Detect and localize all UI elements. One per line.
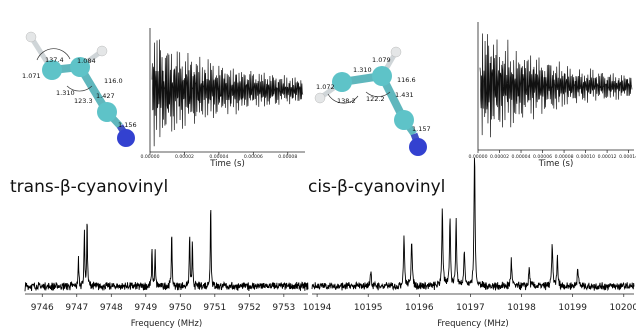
cis-mol-label: 1.431 (395, 91, 414, 99)
spectrum-trace (311, 157, 635, 292)
x-tick-label: 9752 (238, 303, 261, 313)
x-axis-label: Time (s) (209, 159, 245, 169)
trans-name-label: trans-β-cyanovinyl (10, 177, 168, 197)
trans-c-atom-1 (42, 60, 62, 80)
x-tick-label: 10200 (609, 303, 636, 313)
trans-mol-label: 1.427 (96, 92, 115, 100)
trans-fid-chart: 0.00000 0.00002 0.00004 0.00006 0.00008 Time … (141, 28, 305, 169)
x-tick-label: 0.00012 (598, 154, 617, 160)
x-tick-label: 9750 (169, 303, 192, 313)
x-tick-label: 10196 (405, 303, 434, 313)
cis-c-atom-2 (372, 66, 392, 86)
x-tick-label: 0.00002 (490, 154, 509, 160)
x-tick-label: 9747 (65, 303, 88, 313)
trans-mol-label: 1.084 (77, 57, 96, 65)
x-tick-label: 9751 (203, 303, 226, 313)
x-axis-label: Frequency (MHz) (131, 319, 202, 329)
trans-h-atom-1 (25, 31, 37, 43)
trans-spectrum-chart: 9746 9747 9748 9749 9750 9751 9752 9753 Frequenc… (24, 209, 309, 329)
spectrum-trace (24, 209, 309, 292)
cis-c-atom-3 (394, 110, 414, 130)
trans-h-atom-2 (96, 45, 108, 57)
x-tick-label: 10194 (303, 303, 332, 313)
x-axis-label: Time (s) (538, 159, 574, 169)
cis-mol-label: 1.310 (353, 66, 372, 74)
cis-spectrum-chart: 10194 10195 10196 10197 10198 10199 10200 Frequ… (303, 157, 636, 329)
x-tick-label: 0.00008 (278, 154, 297, 160)
x-tick-label: 9746 (31, 303, 54, 313)
x-tick-label: 0.00002 (175, 154, 194, 160)
x-tick-label: 10197 (456, 303, 485, 313)
x-tick-label: 10198 (507, 303, 536, 313)
cis-mol-label: 138.2 (337, 97, 356, 105)
x-tick-label: 9748 (100, 303, 123, 313)
x-tick-label: 0.00006 (244, 154, 263, 160)
x-tick-label: 10199 (558, 303, 587, 313)
cis-mol-label: 1.072 (316, 83, 335, 91)
cis-name-label: cis-β-cyanovinyl (308, 177, 445, 197)
cis-mol-label: 116.6 (397, 76, 416, 84)
cis-h-atom-2 (390, 46, 402, 58)
cis-h-atom-1 (314, 92, 326, 104)
trans-molecule: 137.4 1.084 1.071 116.0 1.310 123.3 1.42… (22, 31, 137, 147)
trans-n-atom (117, 129, 135, 147)
trans-mol-label: 137.4 (45, 56, 64, 64)
x-tick-label: 0.00000 (469, 154, 488, 160)
trans-mol-label: 116.0 (104, 77, 123, 85)
x-tick-label: 10195 (354, 303, 383, 313)
trans-c-atom-2 (70, 57, 90, 77)
trans-c-atom-3 (97, 102, 117, 122)
trans-mol-label: 1.071 (22, 72, 41, 80)
cis-mol-label: 122.2 (366, 95, 385, 103)
trans-mol-label: 123.3 (74, 97, 93, 105)
cis-n-atom (409, 138, 427, 156)
x-tick-label: 0.00006 (533, 154, 552, 160)
cis-c-atom-1 (332, 72, 352, 92)
x-tick-label: 0.00008 (555, 154, 574, 160)
x-axis-label: Frequency (MHz) (437, 319, 508, 329)
cis-mol-label: 1.079 (372, 56, 391, 64)
fid-trace (479, 33, 633, 138)
trans-mol-label: 1.156 (118, 121, 137, 129)
x-tick-label: 0.00014 (619, 154, 636, 160)
x-tick-label: 0.00010 (576, 154, 595, 160)
trans-mol-label: 1.310 (56, 89, 75, 97)
cis-fid-chart: 0.00000 0.00002 0.00004 0.00006 0.00008 0.000… (469, 22, 636, 169)
x-tick-label: 0.00000 (141, 154, 160, 160)
x-tick-label: 9753 (272, 303, 295, 313)
cis-mol-label: 1.157 (412, 125, 431, 133)
x-tick-label: 0.00004 (209, 154, 228, 160)
x-tick-label: 9749 (134, 303, 157, 313)
cis-molecule: 1.079 1.310 116.6 1.072 138.2 122.2 1.43… (314, 46, 431, 156)
fid-trace (151, 39, 304, 147)
x-tick-label: 0.00004 (512, 154, 531, 160)
